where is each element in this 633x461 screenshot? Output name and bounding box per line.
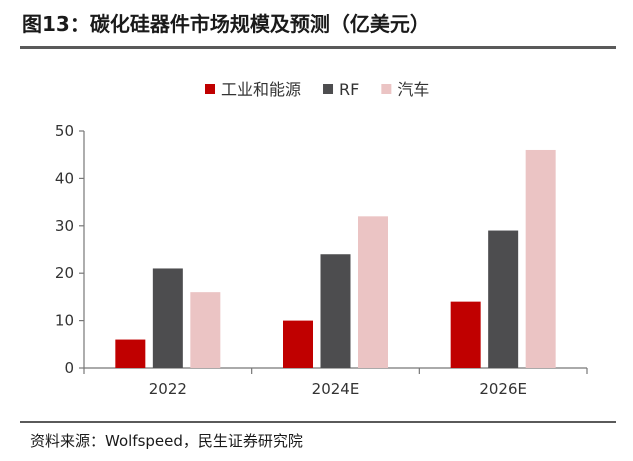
bar-3-2022 [190,292,221,368]
legend-swatch [323,84,334,94]
bar-2-2022 [152,268,183,368]
legend-label: 汽车 [397,80,429,99]
source-note: 资料来源：Wolfspeed，民生证券研究院 [30,432,303,450]
y-tick-label: 0 [64,359,74,377]
bar-1-2026E [450,301,481,368]
legend-label: RF [339,80,359,99]
y-tick-label: 20 [55,264,74,282]
legend-swatch [381,84,392,94]
bar-3-2026E [525,149,556,368]
x-tick-label: 2024E [312,380,360,398]
chart-legend: 工业和能源 RF 汽车 [205,80,429,99]
y-tick-label: 40 [55,169,74,187]
legend-swatch [205,84,215,94]
bottom-rule [20,421,616,423]
bar-2-2024E [320,254,351,368]
legend-label: 工业和能源 [221,80,301,99]
bars [115,149,556,368]
y-tick-label: 10 [55,312,74,330]
bar-1-2024E [283,320,313,368]
y-tick-label: 30 [55,217,74,235]
bar-1-2022 [115,339,146,368]
title-rule [20,46,616,49]
x-axis: 2022 2024E 2026E [83,367,588,398]
bar-3-2024E [358,216,388,368]
x-tick-label: 2026E [479,380,527,398]
y-tick-label: 50 [55,122,74,140]
x-tick-label: 2022 [149,380,187,398]
y-axis: 0 10 20 30 40 50 [55,122,85,377]
bar-2-2026E [488,230,519,368]
figure-title: 图13：碳化硅器件市场规模及预测（亿美元） [22,12,430,36]
